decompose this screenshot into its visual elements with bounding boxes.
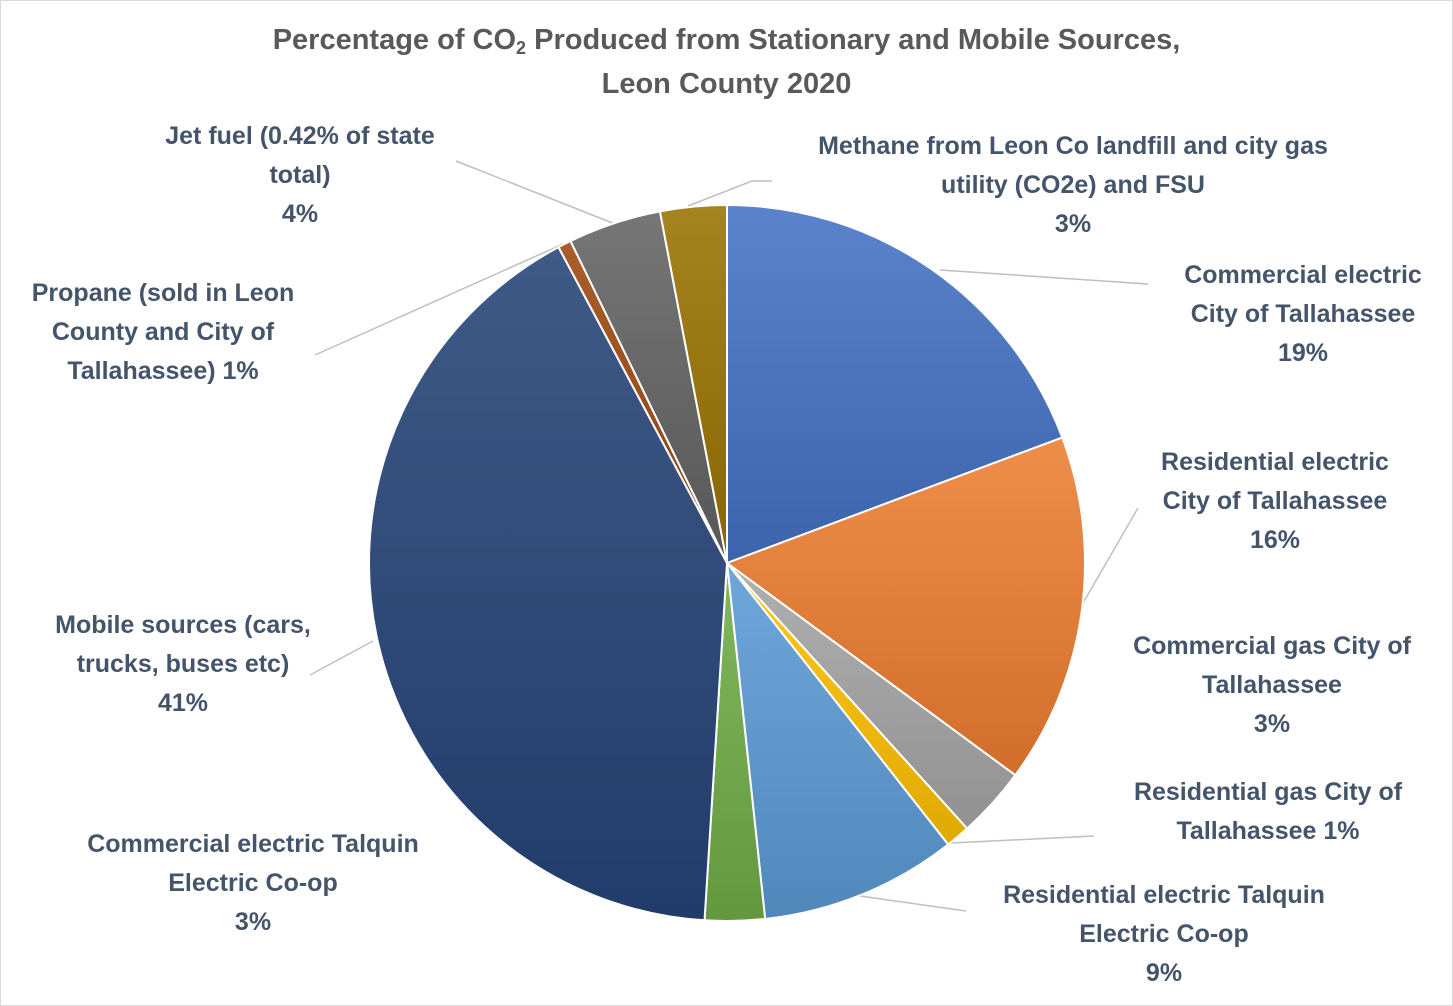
chart-title-suffix: Produced from Stationary and Mobile Sour… bbox=[526, 24, 1181, 56]
slice-label-8: Jet fuel (0.42% of state total) 4% bbox=[165, 117, 435, 234]
slice-value-label: 4% bbox=[281, 200, 319, 228]
slice-value-label: 19% bbox=[1277, 339, 1329, 367]
slice-label-line: Residential electric bbox=[1161, 448, 1389, 476]
slice-label-3: Residential gas City of Tallahassee 1% bbox=[1134, 773, 1402, 851]
slice-label-line: City of Tallahassee bbox=[1162, 487, 1388, 515]
slice-label-line: Electric Co-op bbox=[168, 869, 338, 897]
slice-value-label: 3% bbox=[234, 908, 272, 936]
slice-label-line: Propane (sold in Leon bbox=[31, 279, 295, 307]
slice-label-line: Methane from Leon Co landfill and city g… bbox=[818, 132, 1328, 160]
slice-label-line: Tallahassee bbox=[1202, 671, 1342, 699]
slice-label-line: Tallahassee) 1% bbox=[67, 357, 259, 385]
slice-label-line: Commercial electric Talquin bbox=[87, 830, 419, 858]
chart-title-subscript: 2 bbox=[516, 38, 527, 58]
slice-label-line: utility (CO2e) and FSU bbox=[941, 171, 1205, 199]
slice-label-7: Propane (sold in Leon County and City of T… bbox=[32, 274, 295, 391]
slice-label-1: Residential electric City of Tallahassee 1… bbox=[1161, 443, 1389, 560]
chart-title-prefix: Percentage of CO bbox=[272, 24, 517, 56]
slice-label-line: Commercial gas City of bbox=[1133, 632, 1411, 660]
slice-value-label: 3% bbox=[1054, 210, 1092, 238]
slice-value-label: 41% bbox=[157, 689, 209, 717]
slice-label-line: Jet fuel (0.42% of state bbox=[165, 122, 435, 150]
slice-label-0: Commercial electric City of Tallahassee 19… bbox=[1184, 256, 1422, 373]
leader-line-0 bbox=[939, 269, 1149, 285]
slice-label-line: Commercial electric bbox=[1184, 261, 1422, 289]
leader-line-7 bbox=[314, 243, 564, 356]
slice-label-line: trucks, buses etc) bbox=[76, 650, 290, 678]
slice-label-5: Commercial electric Talquin Electric Co-o… bbox=[87, 825, 419, 942]
chart-title: Percentage of CO2 Produced from Stationa… bbox=[0, 18, 1453, 106]
slice-value-label: 9% bbox=[1145, 959, 1183, 987]
slice-value-label: 16% bbox=[1249, 526, 1301, 554]
slice-label-line: total) bbox=[269, 161, 331, 189]
pie-slice-0 bbox=[726, 204, 1064, 564]
slice-label-line: City of Tallahassee bbox=[1190, 300, 1416, 328]
slice-label-line: Residential electric Talquin bbox=[1003, 881, 1325, 909]
pie-slice-6 bbox=[368, 246, 728, 922]
leader-line-1 bbox=[1078, 507, 1139, 611]
leader-line-3 bbox=[950, 835, 1095, 844]
chart-title-line-1: Percentage of CO2 Produced from Stationa… bbox=[0, 18, 1453, 62]
slice-value-label: 3% bbox=[1253, 710, 1291, 738]
slice-label-2: Commercial gas City of Tallahassee 3% bbox=[1133, 627, 1411, 744]
leader-line-8 bbox=[455, 160, 616, 225]
pie-slice-1 bbox=[726, 436, 1086, 777]
chart-title-line-2: Leon County 2020 bbox=[601, 68, 852, 100]
leader-lines bbox=[309, 160, 1149, 912]
leader-line-9 bbox=[687, 180, 772, 207]
slice-label-line: Tallahassee 1% bbox=[1176, 817, 1360, 845]
slice-label-line: Mobile sources (cars, bbox=[55, 611, 311, 639]
slice-label-line: Electric Co-op bbox=[1079, 920, 1249, 948]
leader-line-4 bbox=[859, 895, 967, 912]
pie-slice-4 bbox=[726, 562, 950, 920]
slice-label-6: Mobile sources (cars, trucks, buses etc) 4… bbox=[55, 606, 311, 723]
leader-line-6 bbox=[309, 640, 374, 676]
slice-label-9: Methane from Leon Co landfill and city g… bbox=[818, 127, 1328, 244]
slice-label-line: County and City of bbox=[51, 318, 275, 346]
pie-slices bbox=[368, 204, 1086, 922]
slice-label-line: Residential gas City of bbox=[1133, 778, 1403, 806]
slice-label-4: Residential electric Talquin Electric Co-… bbox=[1003, 876, 1325, 993]
pie-slice-9 bbox=[658, 204, 728, 564]
